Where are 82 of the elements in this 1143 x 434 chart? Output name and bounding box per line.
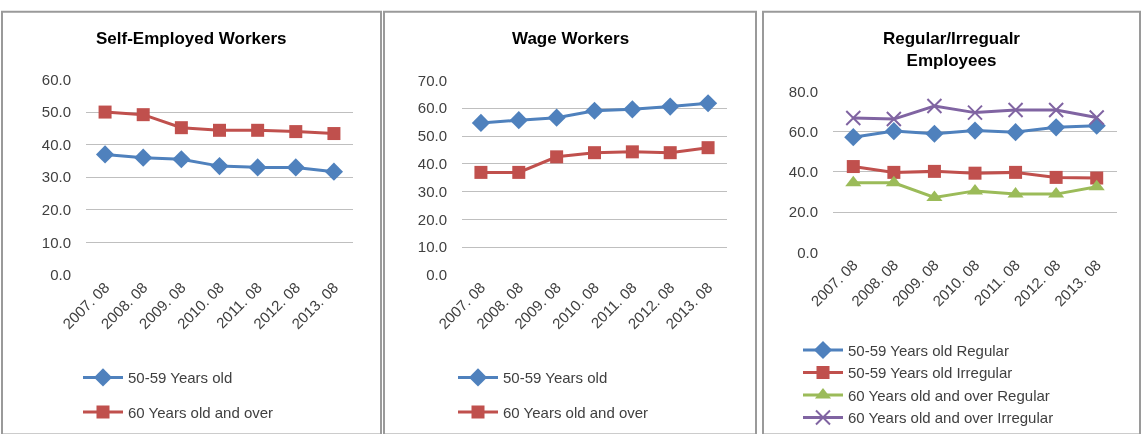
point xyxy=(324,162,344,181)
point xyxy=(625,145,639,159)
point xyxy=(1048,102,1065,118)
point xyxy=(512,165,526,179)
point xyxy=(251,123,265,137)
legend-label: 60 Years old and over Irregular xyxy=(848,409,1054,427)
chart-title: Wage Workers xyxy=(512,29,630,48)
y-tick-label: 0.0 xyxy=(797,243,818,261)
y-tick-label: 60.0 xyxy=(788,122,818,140)
point xyxy=(661,97,680,116)
point xyxy=(172,150,191,169)
point xyxy=(588,146,601,160)
point xyxy=(1088,179,1105,191)
point xyxy=(884,122,903,141)
point xyxy=(474,165,488,179)
point xyxy=(623,100,642,119)
point xyxy=(885,111,902,128)
point xyxy=(1007,102,1024,118)
point xyxy=(210,157,229,176)
point xyxy=(213,123,226,137)
point xyxy=(925,124,944,143)
point xyxy=(845,110,862,127)
point xyxy=(844,128,863,147)
point xyxy=(136,108,150,122)
y-tick-label: 60.0 xyxy=(417,99,447,117)
y-tick-label: 40.0 xyxy=(41,135,71,153)
point xyxy=(327,127,341,141)
point xyxy=(248,158,267,177)
y-tick-label: 70.0 xyxy=(417,71,447,89)
point xyxy=(1049,170,1063,184)
point xyxy=(98,105,112,119)
y-tick-label: 30.0 xyxy=(41,168,71,186)
point xyxy=(1088,109,1105,126)
legend-label: 50-59 Years old Regular xyxy=(848,341,1009,359)
point xyxy=(134,148,153,167)
y-tick-label: 50.0 xyxy=(41,103,71,121)
point xyxy=(927,164,941,178)
point xyxy=(845,175,862,187)
point xyxy=(1047,118,1066,137)
y-tick-label: 20.0 xyxy=(788,203,818,221)
legend-label: 60 Years old and over xyxy=(503,403,649,421)
point xyxy=(550,150,564,164)
y-tick-label: 10.0 xyxy=(41,233,71,251)
point xyxy=(967,104,983,121)
y-tick-label: 40.0 xyxy=(417,155,447,173)
legend-label: 60 Years old and over xyxy=(128,403,274,421)
y-tick-label: 20.0 xyxy=(417,210,447,228)
legend-label: 50-59 Years old Irregular xyxy=(848,364,1013,382)
y-tick-label: 60.0 xyxy=(41,70,71,88)
y-tick-label: 50.0 xyxy=(417,127,447,145)
legend-label: 50-59 Years old xyxy=(503,369,608,387)
point xyxy=(663,146,677,160)
legend-label: 50-59 Years old xyxy=(128,369,233,387)
point xyxy=(174,121,188,135)
point xyxy=(585,101,604,120)
point xyxy=(509,111,528,130)
point xyxy=(887,165,901,179)
y-tick-label: 0.0 xyxy=(50,266,71,284)
point xyxy=(926,190,943,202)
point xyxy=(547,108,566,127)
point xyxy=(846,160,860,174)
point xyxy=(885,175,902,187)
y-tick-label: 0.0 xyxy=(426,266,447,284)
y-tick-label: 10.0 xyxy=(417,238,447,256)
point xyxy=(926,97,943,114)
point xyxy=(471,113,491,133)
legend-label: 60 Years old and over Regular xyxy=(848,386,1050,404)
chart-title: Regular/Irregualr Employees xyxy=(883,29,1021,71)
y-tick-label: 20.0 xyxy=(41,200,71,218)
y-tick-label: 40.0 xyxy=(788,163,818,181)
point xyxy=(289,125,303,139)
point xyxy=(1006,123,1025,142)
y-tick-label: 30.0 xyxy=(417,182,447,200)
point xyxy=(965,121,985,140)
point xyxy=(286,158,305,177)
point xyxy=(701,141,715,155)
point xyxy=(95,145,115,164)
chart-title: Self-Employed Workers xyxy=(96,29,287,48)
point xyxy=(968,166,982,180)
point xyxy=(698,94,718,113)
point xyxy=(1009,165,1023,179)
y-tick-label: 80.0 xyxy=(788,82,818,100)
